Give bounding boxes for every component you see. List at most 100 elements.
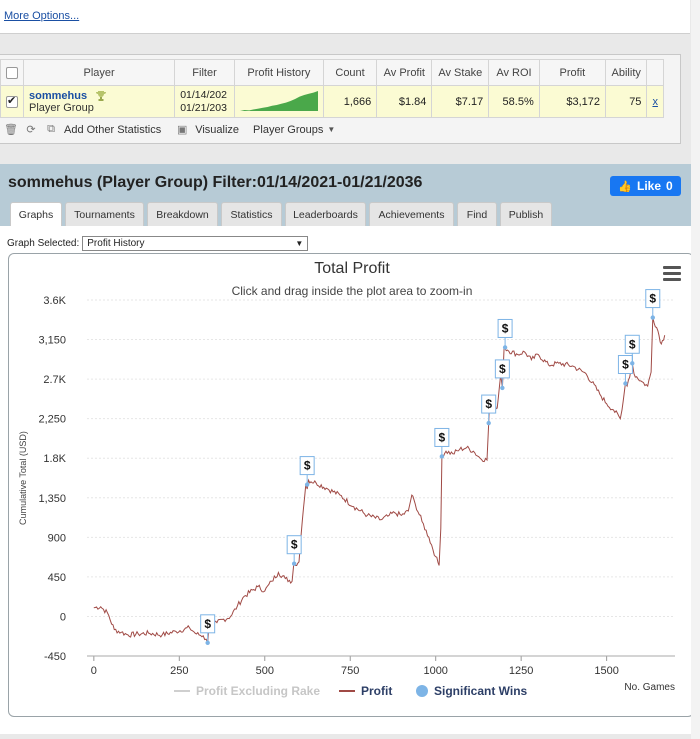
like-label: Like <box>637 179 662 193</box>
significant-win-flag[interactable] <box>434 427 450 447</box>
select-all-checkbox[interactable] <box>6 66 18 79</box>
profit-sparkline[interactable] <box>239 89 318 111</box>
header-count[interactable]: Count <box>322 59 378 86</box>
significant-win-flag[interactable] <box>624 334 640 354</box>
remove-player-link[interactable]: x <box>652 95 658 108</box>
chart-svg[interactable]: -450 0 450 900 1,350 1.8K 2,250 2.7K 3,150 3.6K 0 2… <box>9 254 694 717</box>
tab-leaderboards[interactable]: Leaderboards <box>285 202 366 226</box>
graph-selected-label: Graph Selected: <box>7 238 80 249</box>
add-stats-icon[interactable]: ⧉ <box>47 123 55 135</box>
significant-win-point[interactable] <box>650 315 655 320</box>
chart-subtitle: Click and drag inside the plot area to z… <box>231 284 473 298</box>
header-av-stake[interactable]: Av Stake <box>431 59 490 86</box>
x-tick-label: 1250 <box>509 665 533 677</box>
significant-win-label: $ <box>485 397 492 411</box>
profit-chart[interactable]: -450 0 450 900 1,350 1.8K 2,250 2.7K 3,150 3.6K 0 2… <box>8 253 694 717</box>
av-profit-cell: $1.84 <box>376 85 433 118</box>
y-tick-label: 900 <box>48 532 66 544</box>
tab-publish[interactable]: Publish <box>500 202 552 226</box>
significant-win-label: $ <box>502 321 509 335</box>
av-roi-cell: 58.5% <box>488 85 540 118</box>
chart-title: Total Profit <box>314 260 390 277</box>
significant-win-flag[interactable] <box>200 614 216 634</box>
tab-graphs[interactable]: Graphs <box>10 202 62 226</box>
profit-cell: $3,172 <box>538 85 606 118</box>
legend-profit-excluding-rake[interactable]: Profit Excluding Rake <box>174 684 320 698</box>
y-tick-label: 450 <box>48 572 66 584</box>
chart-menu-icon[interactable] <box>663 266 681 284</box>
header-remove <box>646 59 664 86</box>
y-tick-label: 3.6K <box>43 295 66 307</box>
significant-win-label: $ <box>291 538 298 552</box>
image-icon[interactable]: ▣ <box>177 124 188 136</box>
graph-selector: Graph Selected: Profit History ▼ <box>7 236 309 251</box>
header-ability[interactable]: Ability <box>604 59 648 86</box>
player-name-link[interactable]: sommehus <box>29 89 88 102</box>
header-av-roi[interactable]: Av ROI <box>488 59 540 86</box>
legend-dot-blue <box>416 685 428 697</box>
player-groups-dropdown[interactable]: Player Groups ▼ <box>253 124 335 136</box>
table-row: sommehus Player Group 01/14/202 01/21/20… <box>0 85 664 118</box>
significant-win-flag[interactable] <box>645 289 661 309</box>
tab-find[interactable]: Find <box>457 202 497 226</box>
x-tick-label: 1500 <box>594 665 618 677</box>
y-tick-label: 2.7K <box>43 374 66 386</box>
sparkline-area <box>239 91 318 111</box>
profit-history-cell[interactable] <box>233 85 324 118</box>
significant-win-label: $ <box>499 362 506 376</box>
legend-label: Profit <box>361 684 393 698</box>
av-stake-cell: $7.17 <box>431 85 490 118</box>
header-profit[interactable]: Profit <box>538 59 606 86</box>
significant-win-flag[interactable] <box>286 535 302 555</box>
row-checkbox[interactable] <box>6 94 18 108</box>
significant-win-flag[interactable] <box>299 456 315 476</box>
count-cell: 1,666 <box>322 85 378 118</box>
players-panel: Player Filter Profit History Count Av Pr… <box>0 54 681 144</box>
legend-label: Significant Wins <box>434 684 528 698</box>
tabs-bar: Graphs Tournaments Breakdown Statistics … <box>0 200 700 226</box>
legend-profit[interactable]: Profit <box>339 684 392 698</box>
tab-achievements[interactable]: Achievements <box>369 202 454 226</box>
players-table: Player Filter Profit History Count Av Pr… <box>0 59 664 118</box>
significant-win-flag[interactable] <box>494 359 510 379</box>
select-all-header[interactable] <box>0 59 24 86</box>
trash-icon[interactable]: 🗑 <box>4 124 18 136</box>
tab-tournaments[interactable]: Tournaments <box>65 202 144 226</box>
significant-win-flag[interactable] <box>481 394 497 414</box>
main-header: sommehus (Player Group) Filter:01/14/202… <box>0 164 700 200</box>
right-scroll-edge <box>691 0 700 739</box>
profit-series-line[interactable] <box>93 317 666 643</box>
filter-cell: 01/14/202 01/21/203 <box>174 85 235 118</box>
x-tick-label: 250 <box>170 665 188 677</box>
player-main-panel: sommehus (Player Group) Filter:01/14/202… <box>0 164 700 734</box>
header-profit-history[interactable]: Profit History <box>233 59 324 86</box>
header-player[interactable]: Player <box>22 59 176 86</box>
tab-statistics[interactable]: Statistics <box>221 202 282 226</box>
visualize-button[interactable]: Visualize <box>195 123 240 136</box>
significant-win-point[interactable] <box>630 361 635 366</box>
significant-win-label: $ <box>439 430 446 444</box>
facebook-like-button[interactable]: 👍 Like 0 <box>610 176 681 196</box>
x-tick-label: 0 <box>91 665 97 677</box>
row-select-cell[interactable] <box>0 85 24 118</box>
significant-win-label: $ <box>649 292 656 306</box>
caret-down-icon: ▼ <box>327 125 336 134</box>
significant-win-point[interactable] <box>500 385 505 391</box>
x-tick-label: 750 <box>341 665 359 677</box>
graph-select[interactable]: Profit History ▼ <box>82 236 309 251</box>
header-av-profit[interactable]: Av Profit <box>376 59 433 86</box>
significant-win-flag[interactable] <box>497 318 513 338</box>
significant-win-label: $ <box>204 617 211 631</box>
refresh-icon[interactable]: ⟳ <box>26 124 36 136</box>
add-stats-button[interactable]: Add Other Statistics <box>64 123 162 136</box>
more-options-link[interactable]: More Options... <box>4 10 80 22</box>
significant-win-label: $ <box>629 337 636 351</box>
significant-win-point[interactable] <box>502 345 508 350</box>
legend-significant-wins[interactable]: Significant Wins <box>416 684 527 698</box>
header-filter[interactable]: Filter <box>174 59 235 86</box>
player-groups-label: Player Groups <box>253 123 324 136</box>
filter-from: 01/14/202 <box>180 88 227 101</box>
page-title: sommehus (Player Group) Filter:01/14/202… <box>8 174 423 191</box>
tab-breakdown[interactable]: Breakdown <box>147 202 218 226</box>
table-header-row: Player Filter Profit History Count Av Pr… <box>0 59 664 86</box>
